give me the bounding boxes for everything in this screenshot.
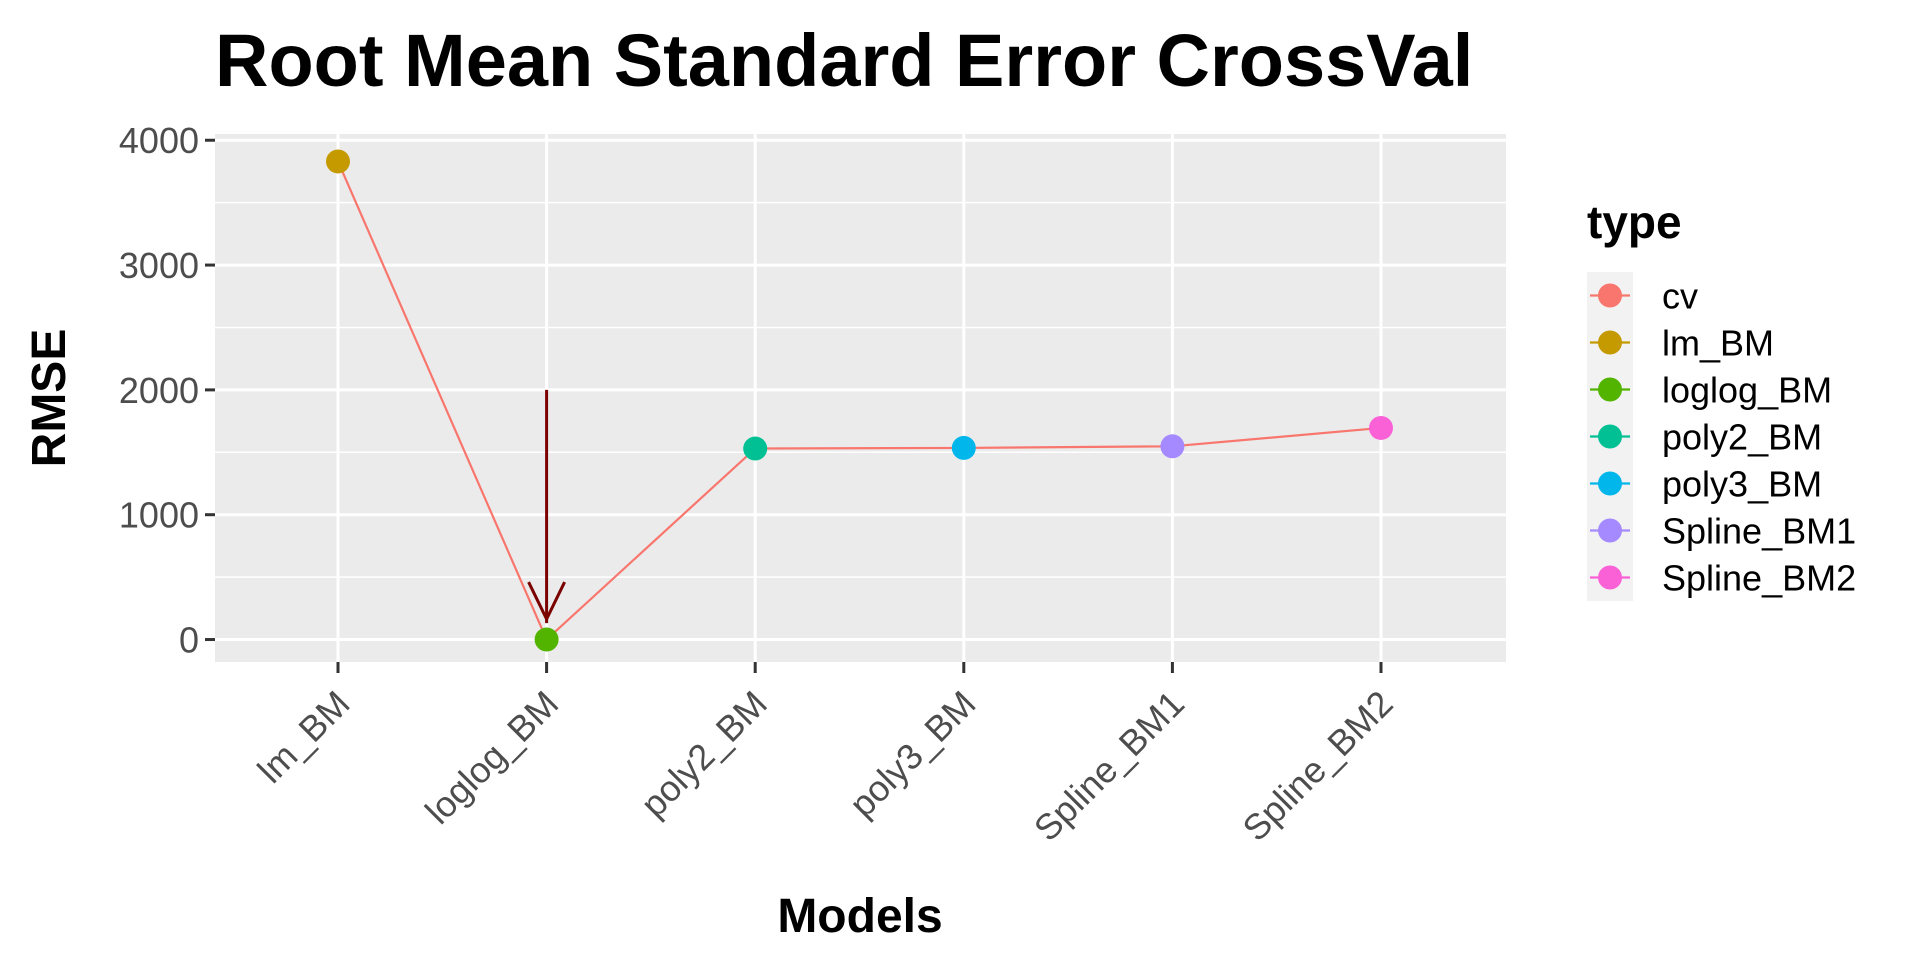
data-point-lm-bm — [326, 149, 350, 174]
legend-item-label: poly3_BM — [1662, 464, 1822, 505]
data-point-poly2-bm — [743, 436, 768, 461]
y-axis-title: RMSE — [23, 329, 76, 468]
chart-title: Root Mean Standard Error CrossVal — [215, 19, 1473, 102]
legend-key-point — [1598, 283, 1622, 308]
data-point-poly3-bm — [951, 435, 976, 460]
data-layer — [326, 149, 1393, 652]
x-axis-title: Models — [777, 890, 942, 943]
y-tick-label: 3000 — [119, 245, 199, 286]
legend-key-point — [1598, 471, 1622, 496]
x-tick-label: poly2_BM — [633, 683, 775, 825]
legend-key-point — [1598, 565, 1622, 590]
x-tick-label: poly3_BM — [841, 683, 983, 825]
data-point-spline-bm2 — [1369, 415, 1393, 440]
grid-layer — [215, 134, 1506, 662]
legend-item-label: Spline_BM1 — [1662, 511, 1856, 552]
legend: type cv lm_BM loglog_BM poly2_BM poly3_BM Spl… — [1587, 196, 1856, 601]
legend-item-label: lm_BM — [1662, 323, 1774, 364]
y-tick-label: 4000 — [119, 120, 199, 161]
legend-key-point — [1598, 518, 1622, 543]
legend-key-point — [1598, 377, 1622, 402]
cv-series-line — [336, 161, 1382, 642]
data-point-loglog-bm — [534, 627, 559, 652]
legend-item-label: Spline_BM2 — [1662, 558, 1856, 599]
legend-key-point — [1598, 424, 1622, 449]
y-tick-label: 0 — [179, 620, 199, 661]
x-tick-label: lm_BM — [249, 683, 357, 791]
legend-item-label: loglog_BM — [1662, 370, 1832, 411]
annotation-layer — [527, 389, 566, 624]
annotation-arrowhead — [527, 581, 566, 623]
y-tick-label: 1000 — [119, 495, 199, 536]
legend-title: type — [1587, 196, 1682, 248]
data-point-spline-bm1 — [1160, 434, 1185, 459]
x-tick-label: Spline_BM1 — [1026, 683, 1192, 849]
x-tick-label: loglog_BM — [417, 683, 566, 832]
y-tick-label: 2000 — [119, 370, 199, 411]
legend-item-label: cv — [1662, 276, 1698, 317]
legend-item-label: poly2_BM — [1662, 417, 1822, 458]
x-tick-label: Spline_BM2 — [1234, 683, 1400, 849]
plot-panel — [215, 134, 1506, 662]
legend-key-point — [1598, 330, 1622, 355]
